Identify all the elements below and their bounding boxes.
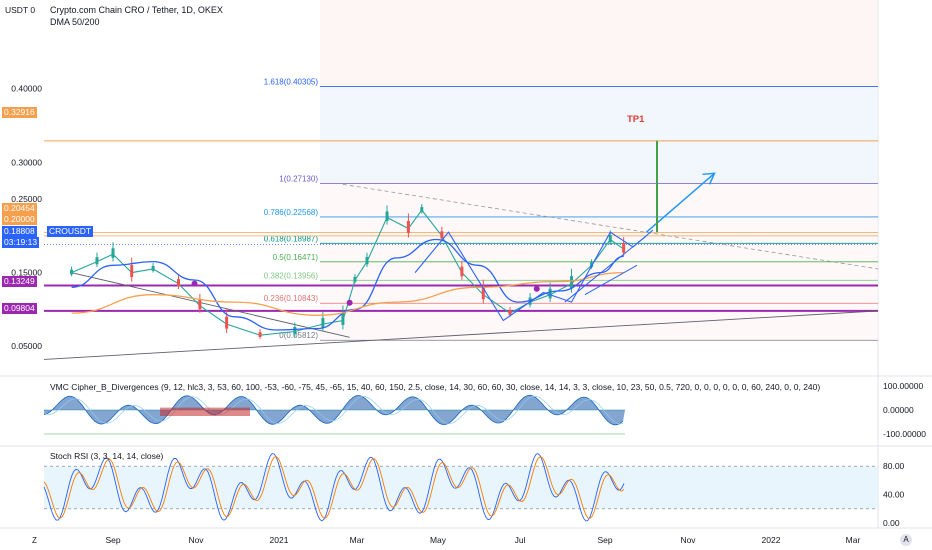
- time-axis-label: Sep: [597, 535, 612, 545]
- price-tag-0-13249: 0.13249: [2, 276, 37, 287]
- long-support-line: [43, 310, 879, 360]
- price-candle: [440, 231, 444, 239]
- price-candle: [385, 211, 389, 222]
- price-tag-current: 0.18808: [2, 226, 37, 237]
- price-candle: [151, 265, 155, 271]
- stoch-indicator-title: Stoch RSI (3, 3, 14, 14, close): [50, 451, 164, 461]
- cipher-indicator-title: VMC Cipher_B_Divergences (9, 12, hlc3, 3…: [50, 382, 820, 392]
- price-candle: [365, 257, 369, 265]
- stoch-band: [44, 466, 878, 509]
- price-candle: [608, 235, 612, 243]
- stoch-axis-tick: 40.00: [883, 490, 905, 500]
- cipher-axis-tick: 0.00000: [883, 405, 914, 415]
- time-axis-label: Nov: [188, 535, 204, 545]
- cipher-wave-line: [43, 395, 624, 425]
- symbol-title: Crypto.com Chain CRO / Tether, 1D, OKEX: [50, 5, 223, 15]
- channel-line: [584, 264, 638, 296]
- fib-level-label: 0.618(0.18987): [264, 234, 319, 243]
- cipher-money-flow: [160, 407, 250, 416]
- price-candle: [622, 243, 626, 253]
- price-tag-0-09804: 0.09804: [2, 303, 37, 314]
- cipher-axis-tick: -100.00000: [883, 429, 926, 439]
- timezone-button[interactable]: Z: [32, 536, 37, 545]
- price-candle: [293, 326, 297, 335]
- price-candle: [130, 265, 134, 278]
- time-axis-label: 2021: [270, 535, 289, 545]
- price-tag-0-20000: 0.20000: [2, 214, 37, 225]
- harmonic-pattern-line: [414, 229, 654, 322]
- cross-marker: [191, 280, 198, 287]
- cross-marker: [346, 299, 353, 306]
- time-axis-label: Mar: [350, 535, 365, 545]
- price-candle: [406, 220, 410, 233]
- cipher-axis-tick: 100.00000: [883, 381, 923, 391]
- price-candle: [420, 207, 424, 212]
- cross-marker: [533, 285, 540, 292]
- price-candle: [95, 257, 99, 265]
- currency-label: USDT: [5, 5, 28, 15]
- auto-scale-button[interactable]: A: [900, 534, 912, 546]
- time-axis-label: May: [430, 535, 447, 545]
- fib-zone: [320, 86, 878, 184]
- price-candle: [258, 332, 262, 337]
- cipher-wave-area: [44, 395, 625, 425]
- stoch-d-line: [43, 455, 625, 519]
- price-candle: [508, 310, 512, 315]
- fib-zone: [320, 0, 878, 87]
- price-candle: [225, 316, 229, 329]
- price-axis-tick: 0.05000: [11, 341, 42, 351]
- price-tag-0-20454: 0.20454: [2, 203, 37, 214]
- price-candle: [341, 312, 345, 325]
- price-axis-tick: 0.40000: [11, 84, 42, 94]
- stoch-k-line: [43, 453, 625, 522]
- price-axis-tick: 0.30000: [11, 157, 42, 167]
- fib-level-label: 0(0.05812): [279, 331, 318, 340]
- time-axis-label: Jul: [515, 535, 526, 545]
- price-candle: [111, 248, 115, 258]
- price-axis-tick: 0.15000: [11, 268, 42, 278]
- tp1-label: TP1: [627, 114, 645, 125]
- downtrend-line: [71, 272, 350, 338]
- price-candle: [198, 299, 202, 310]
- currency-zero: 0: [30, 5, 36, 15]
- indicator-label: DMA 50/200: [50, 17, 100, 27]
- currency-selector[interactable]: USDT 0: [5, 5, 35, 15]
- fib-level-label: 0.786(0.22568): [264, 208, 319, 217]
- stoch-axis-tick: 80.00: [883, 461, 905, 471]
- time-axis-label: Mar: [846, 535, 861, 545]
- dma-200-line: [71, 271, 624, 316]
- projection-arrowhead: [702, 172, 716, 185]
- fib-level-label: 0.5(0.16471): [273, 253, 319, 262]
- price-candle: [570, 276, 574, 289]
- price-axis-tick: 0.25000: [11, 194, 42, 204]
- bar-timer: 03:19:13: [2, 237, 40, 248]
- price-candle: [177, 279, 181, 287]
- price-candle: [481, 287, 485, 300]
- dashed-resistance-line: [342, 183, 879, 270]
- channel-line: [564, 235, 647, 303]
- symbol-label: CROUSDT: [47, 226, 94, 237]
- price-tag-0-32916: 0.32916: [2, 107, 37, 118]
- price-candle: [460, 266, 464, 277]
- price-candle: [548, 288, 552, 299]
- time-axis-label: Nov: [680, 535, 696, 545]
- price-candle: [70, 269, 74, 275]
- price-candle: [590, 262, 594, 268]
- fib-level-label: 0.236(0.10843): [264, 294, 319, 303]
- fib-level-label: 1.618(0.40305): [264, 77, 319, 86]
- price-candle: [321, 318, 325, 328]
- time-axis-label: Sep: [105, 535, 120, 545]
- price-candle: [353, 276, 357, 282]
- time-axis-label: 2022: [762, 535, 781, 545]
- fib-level-label: 0.382(0.13956): [264, 271, 319, 280]
- fib-level-label: 1(0.27130): [279, 174, 318, 183]
- stoch-axis-tick: 0.00: [883, 518, 900, 528]
